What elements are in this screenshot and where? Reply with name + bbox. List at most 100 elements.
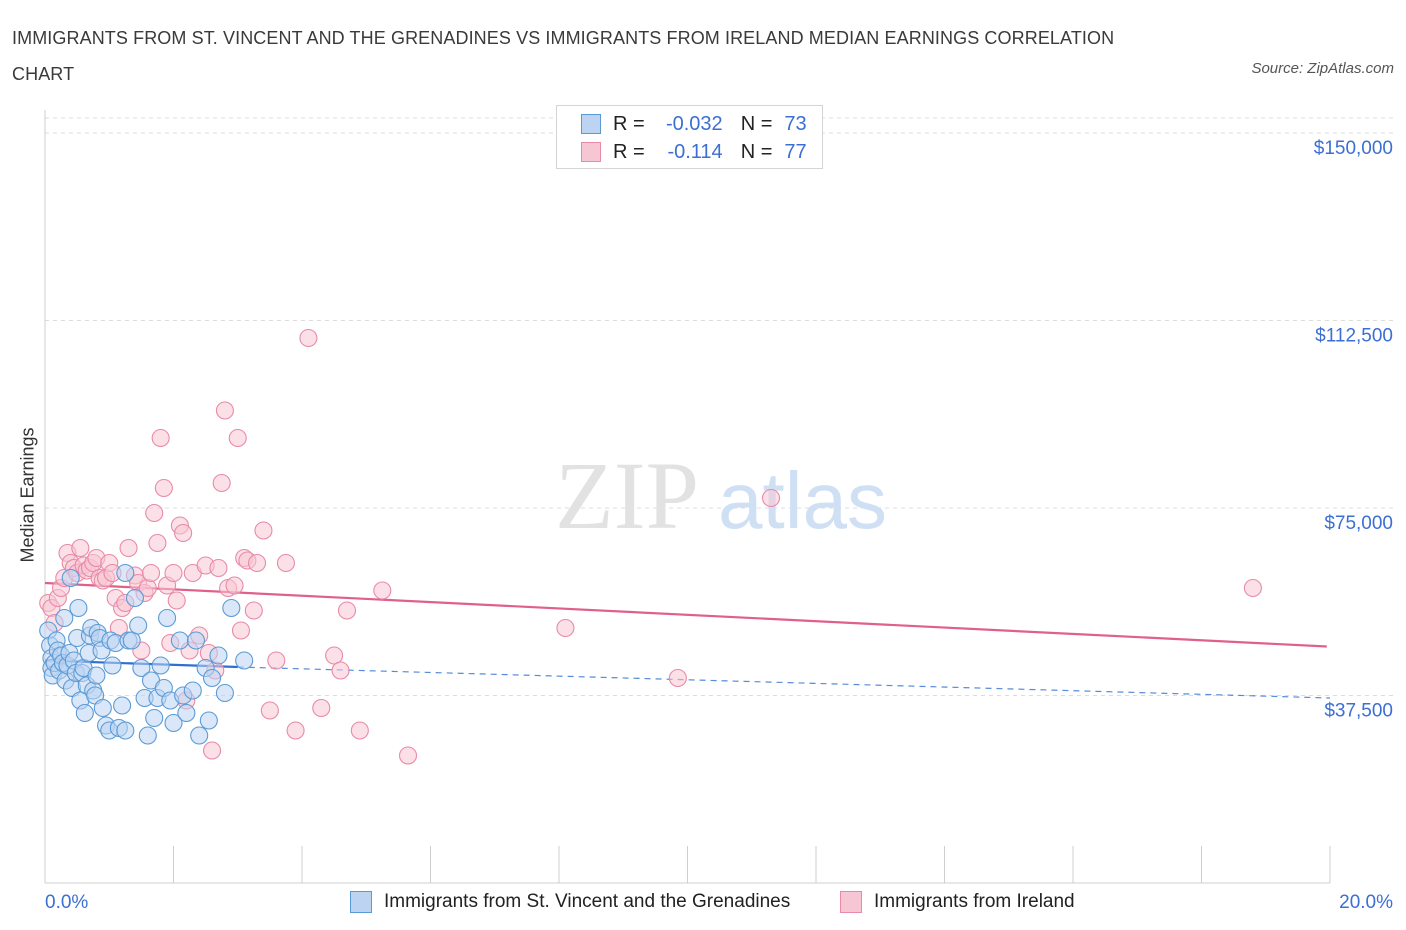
legend-n-label: N = <box>740 112 773 135</box>
bottom-legend-swatch-pink <box>840 891 862 913</box>
point-ireland <box>286 721 305 740</box>
point-ireland <box>260 701 279 720</box>
point-st-vincent <box>75 703 94 723</box>
point-st-vincent <box>87 666 106 685</box>
axes <box>44 110 1331 884</box>
point-st-vincent <box>199 711 218 730</box>
point-ireland <box>373 581 392 600</box>
bottom-legend-swatch-blue <box>350 891 372 913</box>
data-points <box>39 328 1262 765</box>
trend-line-st-vincent-extended <box>237 666 1331 699</box>
source-label: Source: ZipAtlas.com <box>1251 60 1394 77</box>
point-ireland <box>254 521 273 540</box>
point-ireland <box>331 661 350 680</box>
point-ireland <box>209 558 228 578</box>
point-ireland <box>556 618 575 638</box>
watermark: ZIP atlas <box>555 442 887 549</box>
point-ireland <box>267 651 286 670</box>
point-st-vincent <box>235 651 254 670</box>
point-st-vincent <box>158 608 177 628</box>
point-st-vincent <box>186 631 206 650</box>
point-ireland <box>119 538 138 558</box>
point-ireland <box>228 428 247 448</box>
point-st-vincent <box>116 563 135 583</box>
y-tick-label: $75,000 <box>1324 513 1393 534</box>
point-ireland <box>215 401 234 420</box>
point-ireland <box>231 621 251 640</box>
point-st-vincent <box>125 588 144 608</box>
y-tick-label: $150,000 <box>1314 138 1393 159</box>
legend-row-series2: R = -0.114 N = 77 <box>581 139 807 165</box>
legend-n-label: N = <box>740 140 773 163</box>
point-st-vincent <box>164 713 183 733</box>
y-tick-label: $112,500 <box>1315 326 1393 347</box>
point-ireland <box>71 538 90 558</box>
chart-title: IMMIGRANTS FROM ST. VINCENT AND THE GREN… <box>12 28 1115 84</box>
point-ireland <box>174 523 193 543</box>
point-st-vincent <box>203 668 222 688</box>
y-axis-label: Median Earnings <box>17 427 38 563</box>
x-tick-label: 0.0% <box>45 892 88 913</box>
point-ireland <box>164 563 183 583</box>
legend-swatch-blue <box>581 114 601 134</box>
tick-labels: $37,500 $75,000 $112,500 $150,000 0.0% 20.0% <box>45 138 1393 913</box>
point-ireland <box>350 721 369 740</box>
point-ireland <box>398 746 418 765</box>
trend-line-ireland <box>44 581 1327 648</box>
point-st-vincent <box>69 598 88 618</box>
point-st-vincent <box>55 608 74 628</box>
point-ireland <box>761 488 781 508</box>
point-st-vincent <box>138 726 157 745</box>
point-st-vincent <box>215 683 234 703</box>
point-st-vincent <box>116 721 135 740</box>
point-ireland <box>1243 578 1262 598</box>
point-ireland <box>247 553 267 573</box>
legend-swatch-pink <box>581 142 601 162</box>
x-tick-label: 20.0% <box>1339 892 1393 913</box>
legend-r-label: R = <box>613 140 645 163</box>
legend-n-value: 77 <box>784 140 807 163</box>
legend-row-series1: R = -0.032 N = 73 <box>581 111 807 137</box>
point-ireland <box>141 563 161 583</box>
point-st-vincent <box>151 656 170 675</box>
point-ireland <box>244 601 263 620</box>
point-st-vincent <box>177 703 196 723</box>
point-st-vincent <box>93 698 112 718</box>
point-st-vincent <box>132 658 151 678</box>
legend-n-value: 73 <box>784 112 807 135</box>
point-st-vincent <box>209 646 228 665</box>
legend-r-value: -0.114 <box>667 140 723 163</box>
bottom-legend-label-series1: Immigrants from St. Vincent and the Gren… <box>384 891 791 912</box>
legend-r-value: -0.032 <box>665 112 723 135</box>
point-st-vincent <box>122 631 141 650</box>
bottom-legend-series1: Immigrants from St. Vincent and the Gren… <box>350 889 790 915</box>
point-st-vincent <box>103 656 122 675</box>
point-ireland <box>276 553 295 573</box>
trend-lines <box>44 581 1331 699</box>
point-ireland <box>151 428 170 448</box>
point-st-vincent <box>145 708 164 728</box>
watermark-atlas: atlas <box>718 456 887 545</box>
point-ireland <box>337 601 357 620</box>
point-ireland <box>225 576 244 595</box>
legend-r-label: R = <box>613 112 645 135</box>
point-ireland <box>167 591 186 610</box>
point-st-vincent <box>113 696 132 715</box>
point-st-vincent <box>222 598 241 618</box>
y-tick-label: $37,500 <box>1324 701 1393 722</box>
point-ireland <box>148 533 167 553</box>
point-ireland <box>212 473 231 493</box>
point-st-vincent <box>129 616 148 635</box>
point-ireland <box>145 503 164 523</box>
point-ireland <box>299 328 318 348</box>
point-st-vincent <box>61 568 80 588</box>
stats-legend: R = -0.032 N = 73 R = -0.114 N = 77 <box>556 105 823 169</box>
bottom-legend-label-series2: Immigrants from Ireland <box>874 891 1075 912</box>
point-ireland <box>312 698 331 718</box>
point-st-vincent <box>183 681 202 700</box>
point-ireland <box>668 668 687 688</box>
point-ireland <box>325 646 344 665</box>
point-ireland <box>154 478 173 498</box>
point-st-vincent <box>170 631 189 650</box>
